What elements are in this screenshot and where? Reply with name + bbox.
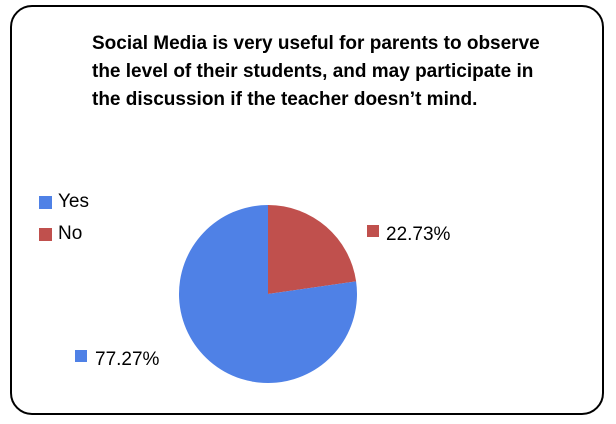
- data-label-key-yes: [75, 350, 87, 362]
- chart-legend: Yes No: [39, 186, 89, 250]
- data-label-key-no: [367, 225, 379, 237]
- legend-label-no: No: [58, 223, 83, 244]
- legend-item-yes: Yes: [39, 186, 89, 218]
- data-label-no: 22.73%: [386, 224, 451, 245]
- legend-item-no: No: [39, 218, 89, 250]
- legend-swatch-yes: [39, 195, 52, 209]
- pie-slice-no: [268, 205, 357, 294]
- data-label-yes: 77.27%: [95, 349, 160, 370]
- legend-swatch-no: [39, 227, 52, 241]
- legend-label-yes: Yes: [58, 191, 89, 212]
- chart-title: Social Media is very useful for parents …: [92, 33, 540, 110]
- pie-slice-yes: [178, 205, 358, 384]
